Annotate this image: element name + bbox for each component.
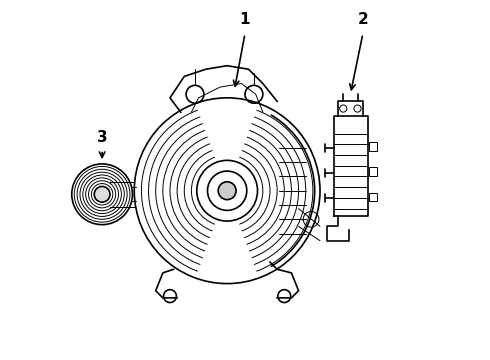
Text: 2: 2: [358, 12, 368, 27]
FancyBboxPatch shape: [369, 167, 377, 176]
FancyBboxPatch shape: [369, 143, 377, 152]
Circle shape: [218, 182, 236, 200]
FancyBboxPatch shape: [369, 193, 377, 202]
Circle shape: [94, 186, 110, 202]
Text: 3: 3: [97, 130, 107, 145]
Text: 1: 1: [240, 12, 250, 27]
